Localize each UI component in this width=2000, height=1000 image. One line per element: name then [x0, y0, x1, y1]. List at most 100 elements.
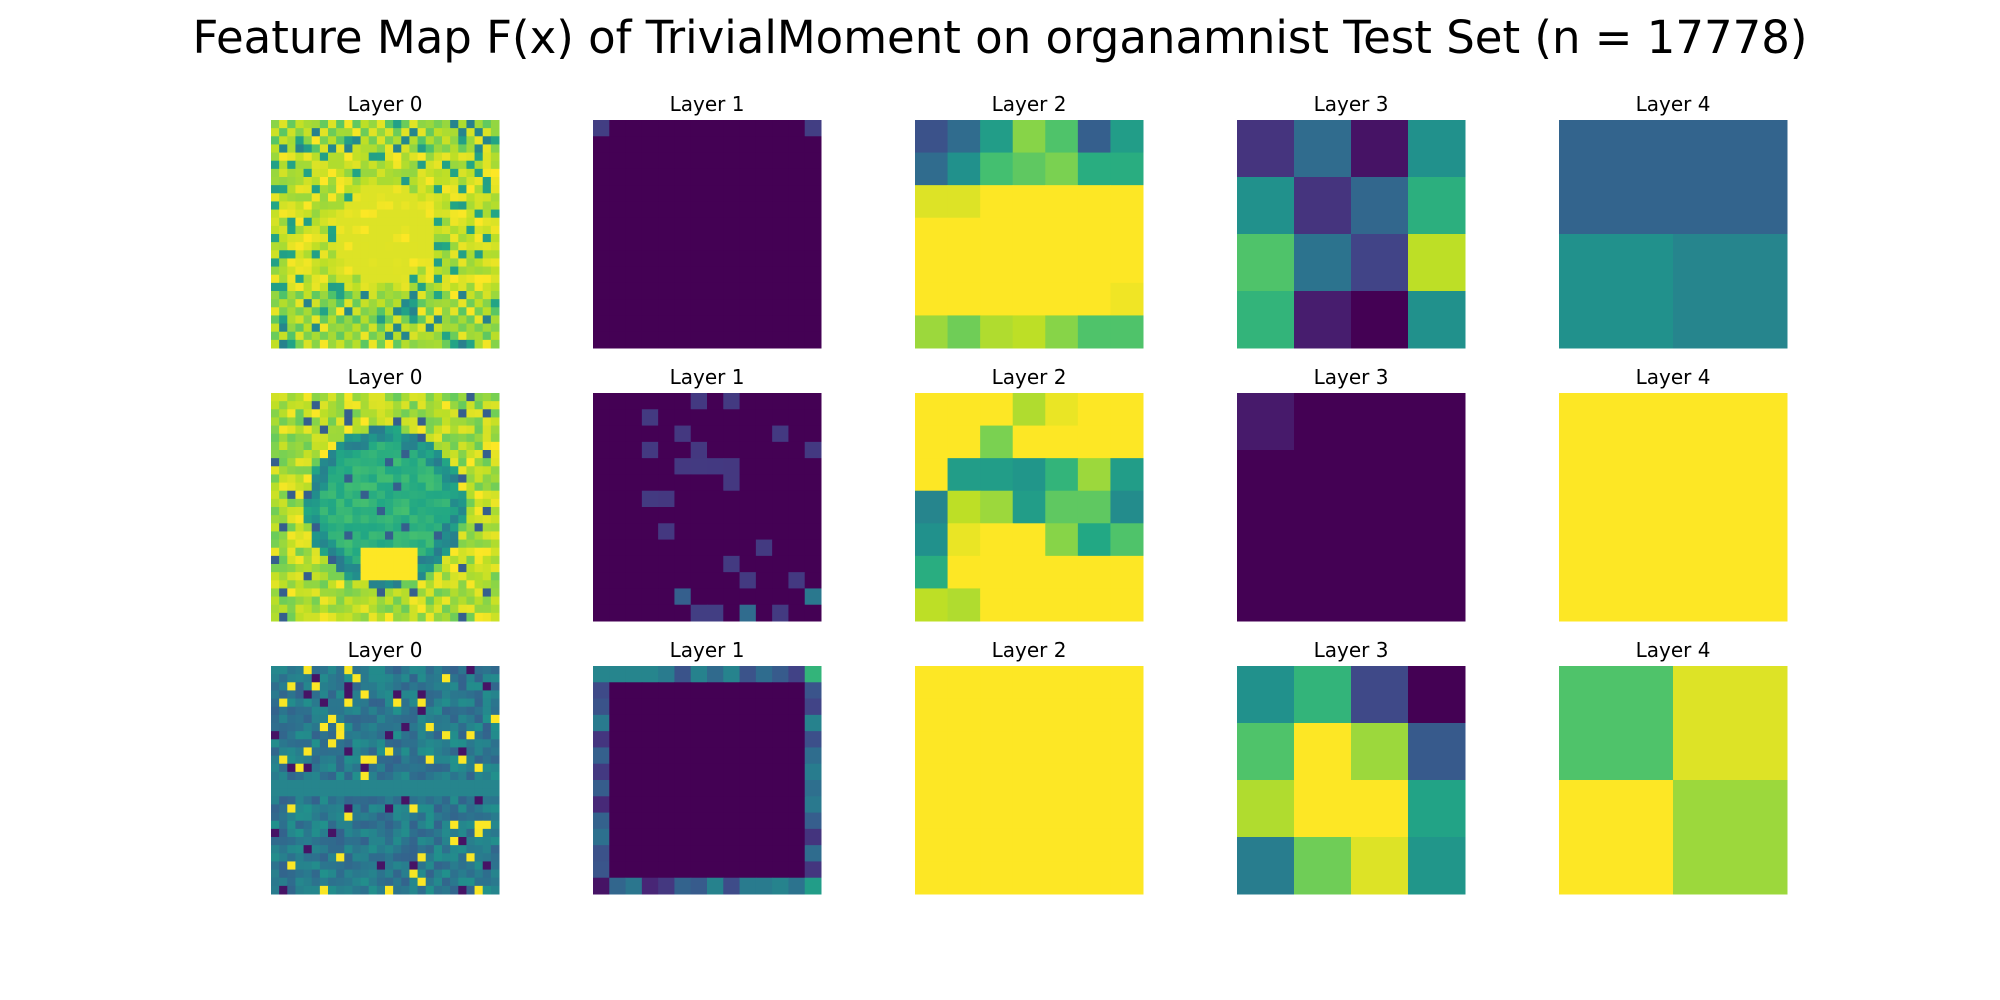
- heatmap-cell: [287, 539, 296, 549]
- heatmap-cell: [328, 771, 337, 781]
- heatmap-cell: [674, 331, 692, 349]
- heatmap-cell: [1110, 861, 1144, 895]
- heatmap-cell: [658, 714, 675, 732]
- heatmap-cell: [1045, 282, 1079, 316]
- heatmap-cell: [417, 596, 427, 606]
- heatmap-cell: [490, 274, 500, 284]
- heatmap-cell: [352, 674, 362, 683]
- heatmap-cell: [295, 763, 305, 773]
- heatmap-cell: [336, 225, 345, 235]
- heatmap-cell: [360, 698, 370, 708]
- heatmap-cell: [303, 714, 313, 724]
- heatmap-cell: [344, 450, 353, 459]
- heatmap-cell: [609, 698, 627, 716]
- heatmap-cell: [450, 820, 459, 830]
- heatmap-cell: [344, 409, 353, 418]
- heatmap-cell: [344, 674, 353, 683]
- heatmap-cell: [458, 128, 467, 137]
- heatmap-cell: [328, 853, 337, 862]
- heatmap-cell: [641, 168, 659, 186]
- panel-title: Layer 4: [1636, 92, 1711, 116]
- heatmap-cell: [442, 739, 451, 748]
- heatmap-cell: [360, 682, 370, 691]
- heatmap-cell: [442, 539, 451, 549]
- heatmap-cell: [641, 217, 659, 235]
- heatmap-cell: [723, 812, 741, 830]
- heatmap-cell: [271, 258, 280, 268]
- heatmap-cell: [376, 417, 386, 427]
- heatmap-cell: [352, 258, 362, 268]
- heatmap-cell: [271, 401, 280, 410]
- heatmap-cell: [287, 177, 296, 186]
- heatmap-cell: [915, 861, 949, 895]
- heatmap-cell: [1045, 796, 1079, 830]
- heatmap-cell: [368, 217, 378, 227]
- heatmap-cell: [376, 828, 386, 838]
- heatmap-cell: [1045, 763, 1079, 797]
- heatmap-cell: [360, 739, 370, 748]
- heatmap-cell: [450, 596, 459, 606]
- heatmap-cell: [425, 690, 435, 700]
- heatmap-cell: [433, 144, 443, 154]
- heatmap-cell: [593, 604, 610, 622]
- heatmap-cell: [466, 861, 476, 871]
- heatmap-cell: [279, 796, 288, 805]
- heatmap-cell: [1110, 698, 1144, 732]
- heatmap-cell: [1110, 731, 1144, 765]
- heatmap-cell: [804, 441, 822, 459]
- heatmap-cell: [433, 531, 443, 541]
- heatmap-cell: [352, 425, 362, 435]
- heatmap-cell: [368, 666, 378, 675]
- heatmap-cell: [593, 201, 610, 219]
- heatmap-cell: [311, 796, 321, 805]
- heatmap-cell: [409, 242, 419, 251]
- heatmap-cell: [303, 731, 313, 740]
- heatmap-cell: [425, 242, 435, 251]
- heatmap-cell: [287, 674, 296, 683]
- heatmap-cell: [336, 193, 345, 202]
- heatmap-cell: [458, 441, 467, 451]
- heatmap-cell: [442, 666, 451, 675]
- heatmap-cell: [303, 604, 313, 614]
- heatmap-cell: [385, 812, 394, 822]
- heatmap-cell: [352, 441, 362, 451]
- heatmap-cell: [401, 555, 410, 565]
- heatmap-cell: [376, 315, 386, 325]
- heatmap-cell: [385, 731, 394, 740]
- heatmap-cell: [755, 604, 773, 622]
- heatmap-cell: [360, 225, 370, 235]
- heatmap-cell: [490, 555, 500, 565]
- heatmap-cell: [466, 307, 476, 316]
- heatmap-cell: [303, 209, 313, 219]
- heatmap-cell: [393, 747, 402, 757]
- heatmap-cell: [915, 666, 949, 700]
- heatmap-cell: [474, 547, 484, 557]
- heatmap-cell: [279, 482, 288, 492]
- heatmap-cell: [319, 225, 329, 235]
- heatmap-cell: [344, 739, 353, 748]
- heatmap-cell: [674, 828, 692, 846]
- heatmap-cell: [287, 690, 296, 700]
- heatmap-cell: [1012, 555, 1046, 589]
- heatmap-cell: [368, 531, 378, 541]
- panel-title: Layer 0: [348, 92, 423, 116]
- heatmap-cell: [311, 780, 321, 789]
- heatmap-cell: [311, 666, 321, 675]
- heatmap-cell: [458, 604, 467, 614]
- heatmap-cell: [482, 299, 492, 308]
- heatmap-cell: [788, 331, 806, 349]
- heatmap-cell: [352, 682, 362, 691]
- heatmap-cell: [658, 441, 675, 459]
- heatmap-cell: [303, 266, 313, 276]
- heatmap-cell: [393, 828, 402, 838]
- heatmap-cell: [609, 861, 627, 879]
- heatmap-cell: [271, 877, 280, 887]
- heatmap-cell: [376, 812, 386, 822]
- heatmap-cell: [328, 682, 337, 691]
- heatmap-cell: [336, 547, 345, 557]
- heatmap-panel-r1-c1: Layer 1: [593, 365, 822, 622]
- heatmap-cell: [433, 698, 443, 708]
- heatmap-cell: [311, 466, 321, 475]
- heatmap-cell: [303, 507, 313, 516]
- heatmap-cell: [360, 588, 370, 598]
